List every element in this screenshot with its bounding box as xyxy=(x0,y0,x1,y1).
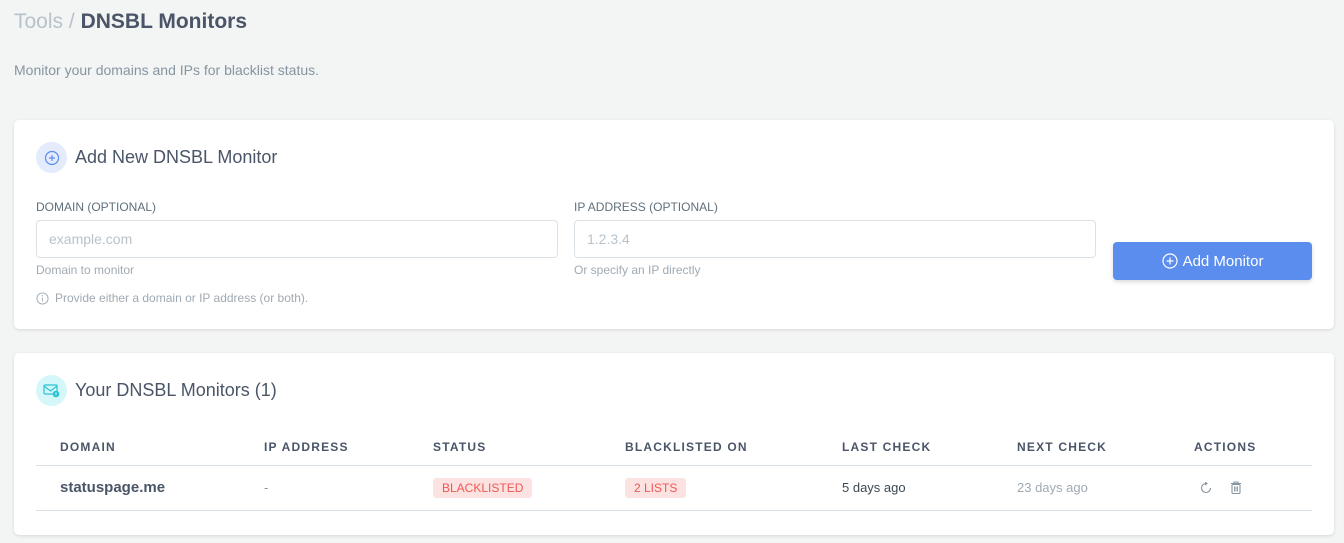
col-actions: ACTIONS xyxy=(1170,430,1312,466)
row-last-check: 5 days ago xyxy=(818,465,993,511)
page-subtitle: Monitor your domains and IPs for blackli… xyxy=(14,62,320,78)
card-title: Add New DNSBL Monitor xyxy=(75,147,278,167)
table-header: DOMAIN IP ADDRESS STATUS BLACKLISTED ON … xyxy=(36,430,1312,466)
status-badge: BLACKLISTED xyxy=(433,478,533,498)
monitors-table: DOMAIN IP ADDRESS STATUS BLACKLISTED ON … xyxy=(36,430,1312,511)
refresh-icon[interactable] xyxy=(1200,481,1212,494)
form-note: Provide either a domain or IP address (o… xyxy=(36,291,308,305)
ip-input[interactable] xyxy=(574,220,1096,258)
table-row: statuspage.me - BLACKLISTED 2 LISTS 5 da… xyxy=(36,465,1312,511)
ip-help: Or specify an IP directly xyxy=(574,263,701,277)
add-monitor-card: Add New DNSBL Monitor DOMAIN (OPTIONAL) … xyxy=(14,120,1334,329)
breadcrumb-separator: / xyxy=(68,10,75,33)
row-ip: - xyxy=(240,465,409,511)
col-ip: IP ADDRESS xyxy=(240,430,409,466)
col-next-check: NEXT CHECK xyxy=(993,430,1170,466)
row-domain: statuspage.me xyxy=(36,465,240,511)
row-next-check: 23 days ago xyxy=(993,465,1170,511)
col-domain: DOMAIN xyxy=(36,430,240,466)
breadcrumb-parent[interactable]: Tools xyxy=(14,10,64,33)
domain-input[interactable] xyxy=(36,220,558,258)
add-monitor-button[interactable]: Add Monitor xyxy=(1113,242,1312,280)
plus-circle-icon xyxy=(36,142,67,173)
blacklisted-count-badge[interactable]: 2 LISTS xyxy=(625,478,687,498)
breadcrumb: Tools / DNSBL Monitors xyxy=(14,10,247,34)
page-title: DNSBL Monitors xyxy=(80,10,248,33)
add-monitor-label: Add Monitor xyxy=(1182,252,1264,270)
col-blacklisted-on: BLACKLISTED ON xyxy=(601,430,818,466)
trash-icon[interactable] xyxy=(1230,481,1242,494)
domain-label: DOMAIN (OPTIONAL) xyxy=(36,200,157,214)
col-last-check: LAST CHECK xyxy=(818,430,993,466)
envelope-alert-icon xyxy=(36,375,67,406)
domain-help: Domain to monitor xyxy=(36,263,135,277)
ip-label: IP ADDRESS (OPTIONAL) xyxy=(574,200,718,214)
monitors-card: Your DNSBL Monitors (1) DOMAIN IP ADDRES… xyxy=(14,353,1334,535)
plus-circle-icon xyxy=(1161,253,1178,269)
col-status: STATUS xyxy=(409,430,601,466)
info-icon xyxy=(36,291,49,305)
note-text: Provide either a domain or IP address (o… xyxy=(55,291,309,305)
card-title: Your DNSBL Monitors (1) xyxy=(75,380,277,400)
